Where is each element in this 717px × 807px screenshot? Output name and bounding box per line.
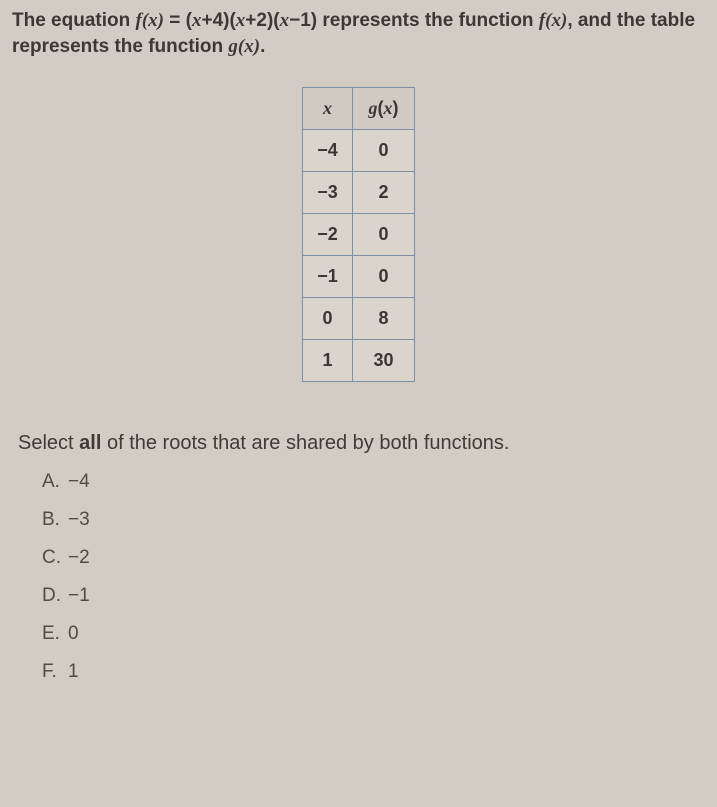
t2b: +2)( [245,10,279,31]
cell-gx: 8 [353,298,415,340]
table-row: −10 [303,256,415,298]
header-gx-paren: (x) [378,98,399,118]
fx-italic: f(x) [136,10,164,31]
t3b: −1) represents the function [289,10,539,31]
option-text: −2 [68,547,90,568]
option-letter: D. [42,585,68,607]
option-a[interactable]: A.−4 [42,471,705,493]
stem-text: The equation [12,10,136,31]
instr-pre: Select [18,432,79,454]
cell-x: 0 [303,298,353,340]
instr-post: of the roots that are shared by both fun… [101,432,509,454]
option-text: −3 [68,509,90,530]
option-letter: F. [42,661,68,683]
cell-gx: 30 [353,340,415,382]
option-text: 1 [68,661,79,682]
table-header-row: x g(x) [303,88,415,130]
t1b: +4)( [201,10,235,31]
table-container: x g(x) −40 −32 −20 −10 08 130 [12,87,705,382]
cell-gx: 0 [353,214,415,256]
header-g: g [369,98,378,118]
cell-x: 1 [303,340,353,382]
table-row: 130 [303,340,415,382]
option-e[interactable]: E.0 [42,623,705,645]
cell-gx: 0 [353,256,415,298]
header-gx: g(x) [353,88,415,130]
stem-eq: = ( [164,10,192,31]
cell-gx: 0 [353,130,415,172]
table-row: 08 [303,298,415,340]
instr-bold: all [79,432,101,454]
x2: x [236,10,246,31]
header-x-text: x [323,98,332,118]
table-row: −20 [303,214,415,256]
fx2: f(x) [539,10,567,31]
option-c[interactable]: C.−2 [42,547,705,569]
answer-options: A.−4 B.−3 C.−2 D.−1 E.0 F.1 [12,471,705,683]
header-x: x [303,88,353,130]
table-row: −32 [303,172,415,214]
cell-x: −2 [303,214,353,256]
gx: g(x) [228,36,260,57]
option-f[interactable]: F.1 [42,661,705,683]
cell-x: −1 [303,256,353,298]
cell-gx: 2 [353,172,415,214]
cell-x: −3 [303,172,353,214]
option-text: −1 [68,585,90,606]
option-text: −4 [68,471,90,492]
cell-x: −4 [303,130,353,172]
option-text: 0 [68,623,79,644]
question-stem: The equation f(x) = (x+4)(x+2)(x−1) repr… [12,8,705,59]
instruction-text: Select all of the roots that are shared … [18,432,705,455]
option-letter: E. [42,623,68,645]
option-letter: C. [42,547,68,569]
table-row: −40 [303,130,415,172]
p3: . [260,36,265,57]
x3: x [280,10,290,31]
option-d[interactable]: D.−1 [42,585,705,607]
option-b[interactable]: B.−3 [42,509,705,531]
function-table: x g(x) −40 −32 −20 −10 08 130 [302,87,415,382]
option-letter: A. [42,471,68,493]
option-letter: B. [42,509,68,531]
